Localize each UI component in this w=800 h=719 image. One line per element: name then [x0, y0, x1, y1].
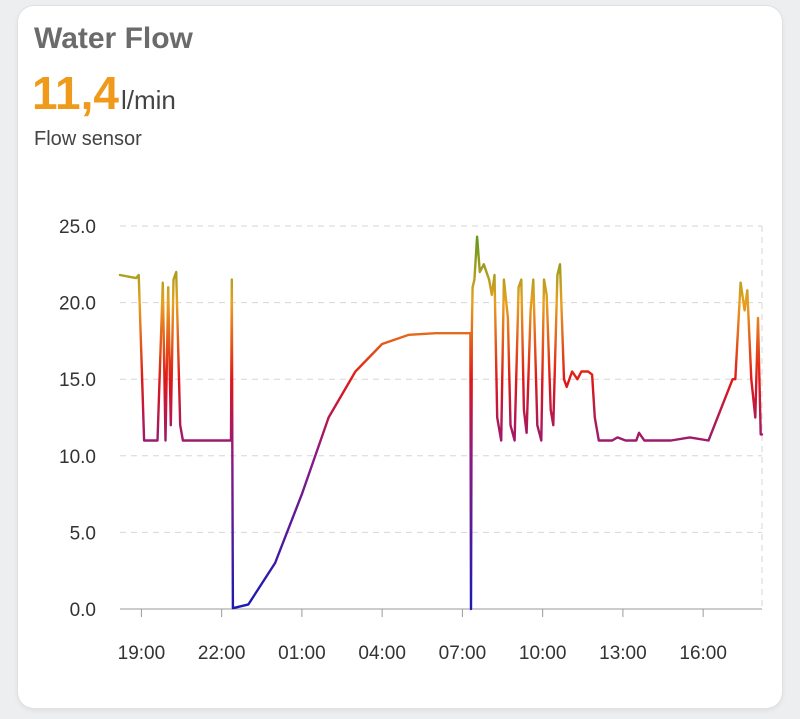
y-tick-label: 5.0 — [70, 523, 96, 544]
state-display: 11,4l/min — [32, 66, 176, 120]
x-tick-label: 07:00 — [439, 643, 487, 664]
y-tick-label: 0.0 — [70, 600, 96, 621]
x-tick-label: 16:00 — [679, 643, 727, 664]
flow-line — [118, 235, 764, 611]
y-tick-label: 10.0 — [59, 447, 96, 468]
y-tick-label: 15.0 — [59, 370, 96, 391]
x-axis-labels: 19:00 22:00 01:00 04:00 07:00 10:00 13:00 16:00 — [118, 643, 727, 664]
y-tick-label: 25.0 — [59, 217, 96, 238]
state-value: 11,4 — [32, 67, 119, 119]
chart-grid — [120, 225, 762, 533]
x-tick-label: 22:00 — [198, 643, 246, 664]
state-unit: l/min — [121, 85, 176, 115]
x-tick-label: 13:00 — [599, 643, 647, 664]
y-tick-label: 20.0 — [59, 294, 96, 315]
y-axis-labels: 0.0 5.0 10.0 15.0 20.0 25.0 — [59, 217, 96, 621]
x-tick-label: 10:00 — [519, 643, 567, 664]
x-tick-label: 01:00 — [278, 643, 326, 664]
card-title: Water Flow — [34, 22, 193, 55]
series-group — [118, 235, 764, 611]
water-flow-card — [18, 6, 782, 708]
x-tick-label: 19:00 — [118, 643, 166, 664]
sensor-name: Flow sensor — [34, 128, 142, 150]
x-tick-label: 04:00 — [358, 643, 406, 664]
chart-axes — [120, 226, 763, 617]
